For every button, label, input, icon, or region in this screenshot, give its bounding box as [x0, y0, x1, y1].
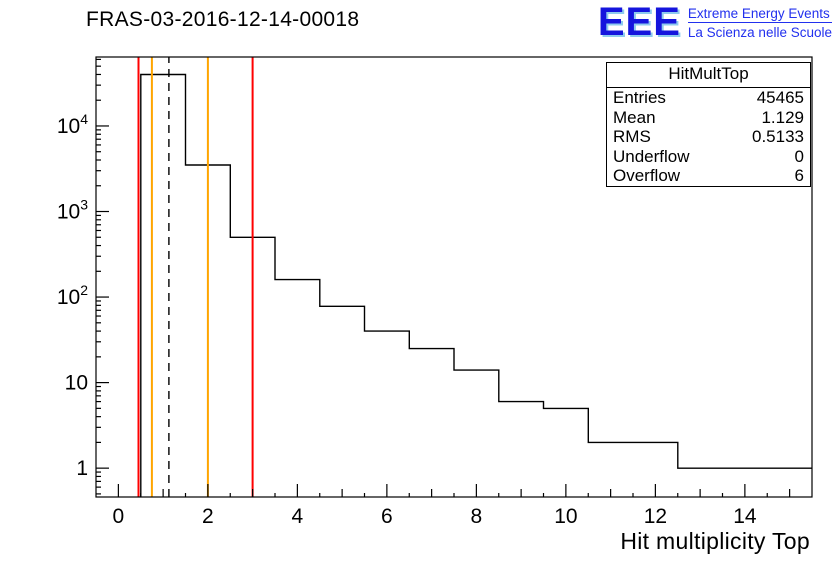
stats-label: Underflow: [613, 146, 690, 166]
stats-value: 0: [794, 146, 804, 166]
eee-logo-line1: Extreme Energy Events: [687, 6, 830, 21]
x-tick-label: 0: [113, 505, 125, 528]
histogram-line: [140, 73, 812, 497]
stats-title: HitMultTop: [607, 63, 810, 88]
eee-logo-text: EEE: [597, 0, 681, 44]
x-tick-label: 10: [554, 505, 577, 528]
x-tick-label: 12: [644, 505, 667, 528]
y-tick-label: 103: [57, 197, 88, 224]
stats-row: RMS 0.5133: [607, 127, 810, 147]
stats-row: Overflow 6: [607, 166, 810, 186]
x-tick-label: 2: [202, 505, 214, 528]
stats-label: Entries: [613, 88, 666, 107]
eee-logo-caption: Extreme Energy Events La Scienza nelle S…: [687, 3, 832, 40]
stats-value: 0.5133: [752, 127, 804, 146]
x-axis-title: Hit multiplicity Top: [620, 528, 810, 554]
stats-row: Entries 45465: [607, 88, 810, 108]
y-tick-label: 1: [76, 457, 88, 480]
x-tick-label: 4: [292, 505, 304, 528]
stats-label: Mean: [613, 107, 656, 127]
x-tick-label: 6: [381, 505, 393, 528]
x-tick-label: 8: [471, 505, 483, 528]
y-tick-label: 104: [57, 111, 88, 138]
plot-title: FRAS-03-2016-12-14-00018: [86, 8, 360, 31]
stats-box: HitMultTop Entries 45465 Mean 1.129 RMS …: [606, 62, 811, 187]
x-tick-label: 14: [733, 505, 757, 528]
y-tick-label: 10: [65, 372, 88, 395]
stats-label: Overflow: [613, 166, 681, 185]
stats-value: 6: [794, 166, 804, 185]
stats-row: Mean 1.129: [607, 108, 810, 128]
stats-value: 45465: [756, 88, 804, 107]
stats-value: 1.129: [761, 107, 804, 127]
eee-logo-line2: La Scienza nelle Scuole: [687, 25, 832, 40]
stats-row: Underflow 0: [607, 147, 810, 167]
stats-label: RMS: [613, 127, 651, 146]
y-tick-label: 102: [57, 282, 88, 309]
eee-logo: EEE Extreme Energy Events La Scienza nel…: [597, 0, 832, 44]
eee-logo-divider: [687, 22, 832, 23]
